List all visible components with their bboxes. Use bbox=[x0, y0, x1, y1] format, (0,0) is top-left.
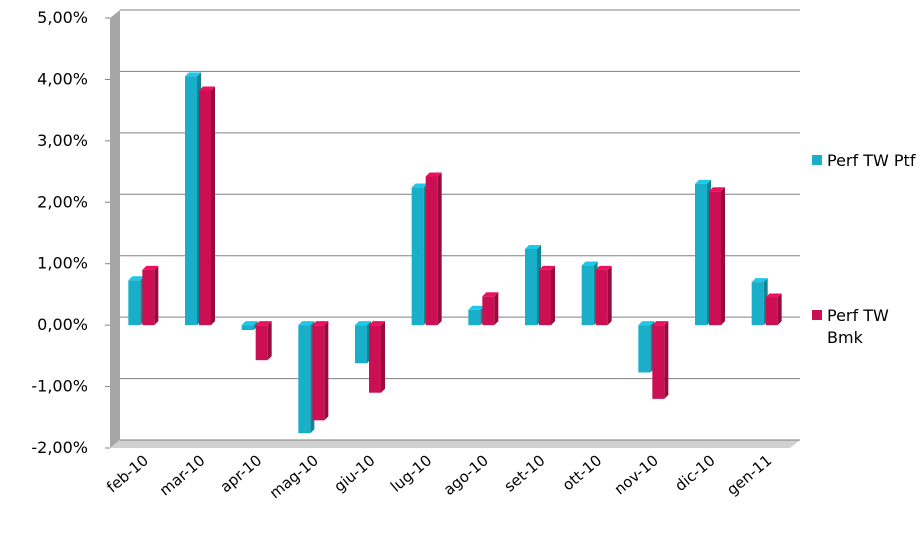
bar bbox=[411, 187, 424, 326]
bar bbox=[298, 325, 311, 434]
x-tick-label: lug-10 bbox=[387, 451, 435, 495]
side-wall bbox=[110, 10, 120, 448]
legend-swatch bbox=[812, 155, 822, 165]
x-tick-label: ago-10 bbox=[440, 451, 492, 499]
bar bbox=[241, 325, 254, 331]
bar-top bbox=[595, 265, 612, 270]
bar-top bbox=[652, 321, 669, 326]
bar-side bbox=[607, 265, 612, 326]
y-tick-label: 1,00% bbox=[37, 254, 88, 273]
y-tick-label: 5,00% bbox=[37, 8, 88, 27]
bar-top bbox=[355, 321, 371, 326]
bar bbox=[199, 90, 211, 326]
bar bbox=[369, 325, 381, 393]
bar bbox=[709, 191, 721, 326]
x-tick-label: ott-10 bbox=[559, 451, 605, 494]
bar bbox=[539, 269, 551, 326]
bar bbox=[185, 76, 197, 326]
bar-side bbox=[664, 321, 669, 399]
bar-top bbox=[199, 86, 215, 91]
y-tick-label: 2,00% bbox=[37, 192, 88, 211]
x-tick-label: dic-10 bbox=[671, 451, 718, 495]
bar-top bbox=[255, 321, 272, 326]
legend-swatch bbox=[812, 310, 822, 320]
bar-top bbox=[581, 261, 598, 266]
legend-label: Perf TW Ptf bbox=[827, 151, 916, 170]
bar-top bbox=[411, 183, 428, 188]
bar-top bbox=[751, 278, 768, 283]
y-tick-label: 4,00% bbox=[37, 69, 88, 88]
bar bbox=[695, 183, 707, 326]
x-tick-label: apr-10 bbox=[217, 451, 266, 496]
bar-top bbox=[128, 276, 145, 281]
bar-side bbox=[721, 187, 725, 326]
floor bbox=[110, 440, 800, 448]
x-tick-label: set-10 bbox=[501, 451, 549, 495]
bar bbox=[638, 325, 651, 373]
x-tick-label: nov-10 bbox=[611, 451, 662, 498]
legend-label: Perf TW Bmk bbox=[827, 306, 889, 347]
bar-side bbox=[324, 321, 329, 421]
bar-side bbox=[494, 292, 499, 326]
bar bbox=[255, 325, 268, 361]
x-tick-label: feb-10 bbox=[103, 451, 152, 496]
bar bbox=[128, 280, 141, 326]
bar-top bbox=[369, 321, 385, 326]
bar-side bbox=[211, 86, 215, 326]
bar bbox=[652, 325, 665, 399]
bar bbox=[751, 282, 764, 326]
bar-top bbox=[539, 265, 555, 270]
x-tick-label: mag-10 bbox=[266, 451, 322, 502]
bar-top bbox=[185, 72, 201, 77]
bar bbox=[355, 325, 367, 364]
bar bbox=[595, 269, 608, 326]
bar-top bbox=[142, 265, 159, 270]
x-tick-label: gen-11 bbox=[723, 451, 775, 499]
bar bbox=[525, 248, 537, 326]
bar-top bbox=[525, 244, 541, 249]
bar bbox=[765, 297, 778, 326]
bar-top bbox=[695, 179, 711, 184]
bar-top bbox=[425, 172, 442, 177]
bar-side bbox=[267, 321, 272, 361]
bar-side bbox=[253, 321, 258, 331]
bar-top bbox=[312, 321, 329, 326]
bar-top bbox=[241, 321, 258, 326]
bar-side bbox=[154, 265, 159, 326]
bar-top bbox=[482, 292, 499, 297]
bar bbox=[425, 176, 438, 326]
x-tick-label: giu-10 bbox=[330, 451, 378, 495]
bar bbox=[312, 325, 325, 421]
bar-side bbox=[437, 172, 442, 326]
bar-top bbox=[298, 321, 315, 326]
y-tick-label: 0,00% bbox=[37, 315, 88, 334]
y-tick-label: -2,00% bbox=[31, 438, 88, 457]
bar bbox=[142, 269, 155, 326]
bar bbox=[468, 309, 481, 326]
bar-side bbox=[551, 265, 555, 326]
bar bbox=[482, 296, 495, 326]
bar-side bbox=[777, 293, 782, 326]
bar-top bbox=[638, 321, 655, 326]
bar bbox=[581, 265, 594, 326]
y-tick-label: -1,00% bbox=[31, 377, 88, 396]
bar-side bbox=[381, 321, 385, 393]
bar-top bbox=[765, 293, 782, 298]
bar-top bbox=[468, 305, 485, 310]
x-tick-label: mar-10 bbox=[156, 451, 209, 499]
bar-top bbox=[709, 187, 725, 192]
y-tick-label: 3,00% bbox=[37, 131, 88, 150]
